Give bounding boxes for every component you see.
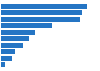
Bar (0, 23, 52, 28)
Bar (0, 43, 23, 48)
Bar (0, 36, 29, 41)
Bar (0, 30, 35, 35)
Bar (0, 10, 82, 15)
Bar (0, 49, 15, 54)
Bar (0, 62, 5, 67)
Bar (0, 4, 87, 9)
Bar (0, 56, 12, 61)
Bar (0, 17, 80, 22)
